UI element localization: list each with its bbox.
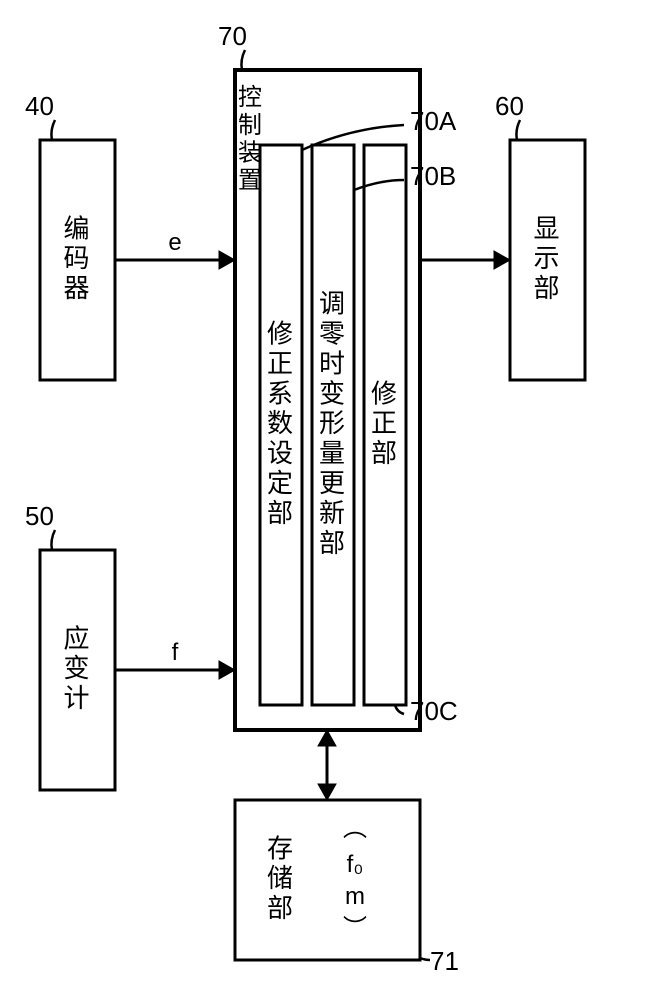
- svg-text:系: 系: [267, 378, 295, 408]
- svg-text:制: 制: [238, 112, 262, 139]
- svg-text:定: 定: [267, 468, 295, 498]
- ref-sub_a: 70A: [410, 106, 457, 136]
- svg-text:变: 变: [319, 378, 347, 408]
- ref-storage: 71: [430, 946, 459, 976]
- svg-text:修: 修: [371, 378, 399, 408]
- svg-text:正: 正: [371, 408, 399, 438]
- svg-text:︶: ︶: [343, 915, 367, 942]
- svg-text:变: 变: [63, 653, 91, 683]
- svg-text:储: 储: [267, 863, 295, 893]
- svg-text:存: 存: [267, 833, 295, 863]
- svg-text:部: 部: [267, 498, 295, 528]
- svg-text:量: 量: [319, 438, 347, 468]
- ref-encoder: 40: [25, 91, 54, 121]
- svg-text:控: 控: [238, 84, 262, 111]
- svg-text:应: 应: [63, 623, 91, 653]
- svg-text:部: 部: [371, 438, 399, 468]
- svg-text:置: 置: [238, 167, 262, 194]
- edge-label: e: [168, 229, 181, 256]
- svg-text:装: 装: [238, 139, 262, 166]
- ref-strain: 50: [25, 501, 54, 531]
- edge-label: f: [172, 639, 179, 666]
- svg-text:数: 数: [267, 408, 295, 438]
- svg-text:m: m: [345, 883, 365, 910]
- svg-text:时: 时: [319, 348, 347, 378]
- storage-box: [235, 800, 420, 960]
- svg-text:器: 器: [63, 273, 91, 303]
- svg-text:︵: ︵: [343, 815, 367, 842]
- svg-text:设: 设: [267, 438, 295, 468]
- ref-display: 60: [495, 91, 524, 121]
- ref-controller: 70: [218, 21, 247, 51]
- svg-text:示: 示: [533, 243, 561, 273]
- svg-text:f₀: f₀: [347, 851, 364, 878]
- svg-text:部: 部: [319, 528, 347, 558]
- ref-sub_b: 70B: [410, 161, 456, 191]
- svg-text:更: 更: [319, 468, 347, 498]
- svg-text:新: 新: [319, 498, 347, 528]
- ref-sub_c: 70C: [410, 696, 458, 726]
- svg-text:部: 部: [533, 273, 561, 303]
- svg-text:编: 编: [63, 213, 91, 243]
- svg-text:修: 修: [267, 318, 295, 348]
- svg-text:码: 码: [63, 243, 91, 273]
- svg-text:零: 零: [319, 318, 347, 348]
- svg-text:正: 正: [267, 348, 295, 378]
- svg-text:部: 部: [267, 893, 295, 923]
- svg-text:调: 调: [319, 289, 347, 319]
- svg-text:计: 计: [63, 683, 91, 713]
- svg-text:形: 形: [319, 408, 347, 438]
- svg-text:显: 显: [533, 213, 561, 243]
